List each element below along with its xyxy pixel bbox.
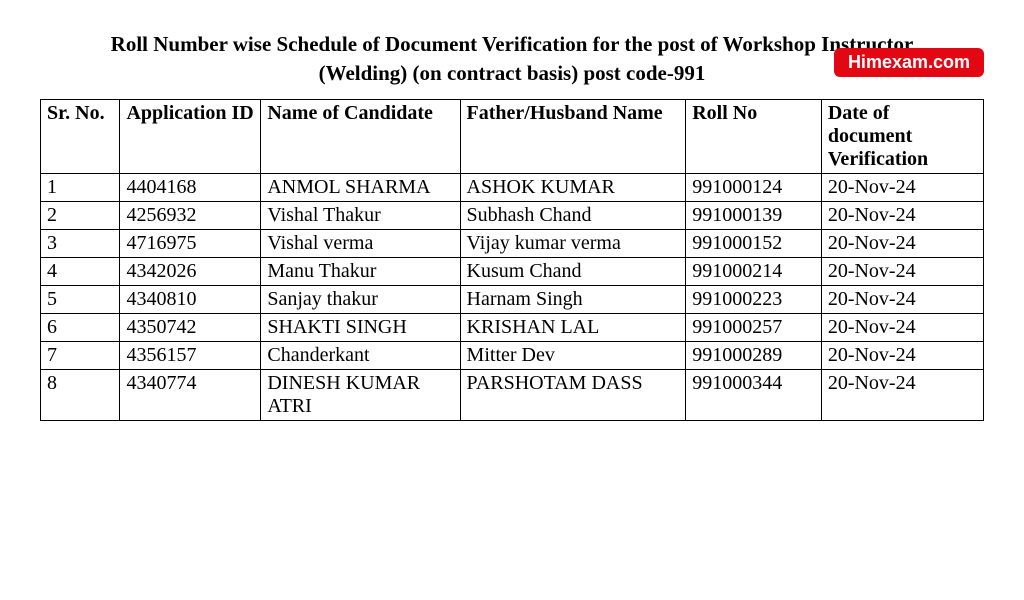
cell-date: 20-Nov-24 — [821, 313, 983, 341]
cell-sr: 3 — [41, 229, 120, 257]
cell-roll: 991000257 — [686, 313, 822, 341]
cell-name: DINESH KUMAR ATRI — [261, 369, 460, 420]
table-row: 24256932Vishal Thakur Subhash Chand99100… — [41, 201, 984, 229]
col-header-date: Date of document Verification — [821, 99, 983, 173]
cell-sr: 6 — [41, 313, 120, 341]
cell-name: ANMOL SHARMA — [261, 173, 460, 201]
cell-sr: 1 — [41, 173, 120, 201]
col-header-name: Name of Candidate — [261, 99, 460, 173]
cell-roll: 991000214 — [686, 257, 822, 285]
table-row: 44342026Manu Thakur Kusum Chand991000214… — [41, 257, 984, 285]
cell-father: Vijay kumar verma — [460, 229, 686, 257]
table-row: 54340810Sanjay thakurHarnam Singh9910002… — [41, 285, 984, 313]
cell-roll: 991000124 — [686, 173, 822, 201]
cell-roll: 991000139 — [686, 201, 822, 229]
col-header-father: Father/Husband Name — [460, 99, 686, 173]
cell-app: 4404168 — [120, 173, 261, 201]
cell-father: PARSHOTAM DASS — [460, 369, 686, 420]
col-header-sr: Sr. No. — [41, 99, 120, 173]
cell-date: 20-Nov-24 — [821, 285, 983, 313]
cell-father: Mitter Dev — [460, 341, 686, 369]
cell-name: SHAKTI SINGH — [261, 313, 460, 341]
cell-sr: 7 — [41, 341, 120, 369]
cell-date: 20-Nov-24 — [821, 229, 983, 257]
watermark-badge: Himexam.com — [834, 48, 984, 77]
cell-roll: 991000289 — [686, 341, 822, 369]
cell-father: KRISHAN LAL — [460, 313, 686, 341]
table-row: 34716975Vishal vermaVijay kumar verma991… — [41, 229, 984, 257]
cell-app: 4356157 — [120, 341, 261, 369]
cell-sr: 2 — [41, 201, 120, 229]
cell-app: 4716975 — [120, 229, 261, 257]
cell-name: Sanjay thakur — [261, 285, 460, 313]
cell-date: 20-Nov-24 — [821, 201, 983, 229]
cell-roll: 991000152 — [686, 229, 822, 257]
cell-date: 20-Nov-24 — [821, 173, 983, 201]
cell-date: 20-Nov-24 — [821, 257, 983, 285]
cell-name: Vishal verma — [261, 229, 460, 257]
cell-sr: 8 — [41, 369, 120, 420]
cell-sr: 5 — [41, 285, 120, 313]
cell-date: 20-Nov-24 — [821, 369, 983, 420]
table-row: 14404168ANMOL SHARMAASHOK KUMAR991000124… — [41, 173, 984, 201]
cell-roll: 991000223 — [686, 285, 822, 313]
cell-app: 4340810 — [120, 285, 261, 313]
cell-sr: 4 — [41, 257, 120, 285]
cell-father: Harnam Singh — [460, 285, 686, 313]
table-body: 14404168ANMOL SHARMAASHOK KUMAR991000124… — [41, 173, 984, 420]
table-row: 64350742SHAKTI SINGHKRISHAN LAL991000257… — [41, 313, 984, 341]
title-line-1: Roll Number wise Schedule of Document Ve… — [111, 32, 914, 56]
cell-app: 4256932 — [120, 201, 261, 229]
cell-name: Vishal Thakur — [261, 201, 460, 229]
cell-app: 4342026 — [120, 257, 261, 285]
schedule-table: Sr. No. Application ID Name of Candidate… — [40, 99, 984, 421]
cell-father: Kusum Chand — [460, 257, 686, 285]
cell-roll: 991000344 — [686, 369, 822, 420]
cell-app: 4350742 — [120, 313, 261, 341]
col-header-app: Application ID — [120, 99, 261, 173]
cell-father: ASHOK KUMAR — [460, 173, 686, 201]
table-row: 84340774DINESH KUMAR ATRIPARSHOTAM DASS9… — [41, 369, 984, 420]
cell-app: 4340774 — [120, 369, 261, 420]
cell-name: Chanderkant — [261, 341, 460, 369]
cell-name: Manu Thakur — [261, 257, 460, 285]
title-line-2: (Welding) (on contract basis) post code-… — [319, 61, 706, 85]
col-header-roll: Roll No — [686, 99, 822, 173]
cell-father: Subhash Chand — [460, 201, 686, 229]
cell-date: 20-Nov-24 — [821, 341, 983, 369]
table-header-row: Sr. No. Application ID Name of Candidate… — [41, 99, 984, 173]
table-row: 74356157Chanderkant Mitter Dev9910002892… — [41, 341, 984, 369]
